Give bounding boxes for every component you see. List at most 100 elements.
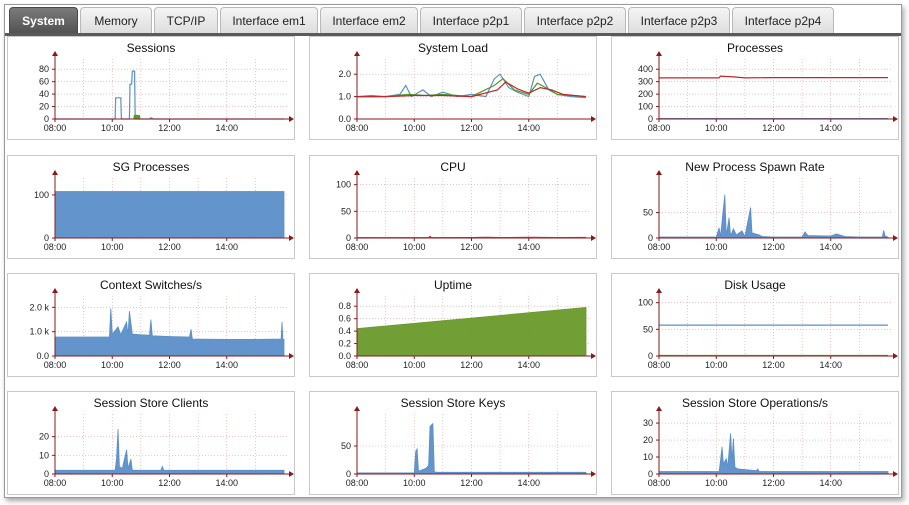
series-area-0 — [54, 308, 285, 357]
x-tick-label: 12:00 — [762, 478, 785, 488]
x-tick-label: 10:00 — [403, 123, 426, 133]
chart-title: Processes — [726, 41, 784, 55]
y-tick-label: 10 — [643, 452, 653, 462]
y-tick-label: 0 — [648, 233, 653, 243]
y-tick-label: 50 — [643, 208, 653, 218]
chart-panel-uptime: Uptime 0.0 0.2 0.4 0.6 0.8 08:00 10:00 12:00 14:0… — [309, 273, 597, 377]
x-tick-label: 10:00 — [705, 242, 728, 252]
series-line-1 — [357, 77, 587, 98]
y-tick-label: 0 — [44, 469, 49, 479]
chart-canvas: 0 50 100 08:00 10:00 12:00 14:00 — [336, 170, 596, 252]
y-tick-label: 50 — [643, 324, 653, 334]
y-tick-label: 400 — [638, 64, 653, 74]
x-tick-label: 14:00 — [215, 123, 238, 133]
y-tick-label: 0.2 — [338, 339, 351, 349]
tab-interface-em1[interactable]: Interface em1 — [220, 7, 318, 33]
y-axis-arrow — [354, 406, 360, 411]
y-tick-label: 100 — [34, 190, 49, 200]
tab-interface-p2p3[interactable]: Interface p2p3 — [628, 7, 730, 33]
y-tick-label: 0.0 — [338, 114, 351, 124]
x-tick-label: 08:00 — [648, 242, 671, 252]
x-tick-label: 12:00 — [762, 123, 785, 133]
y-axis-arrow — [656, 170, 662, 175]
y-tick-label: 100 — [638, 298, 653, 308]
y-axis-arrow — [52, 51, 58, 56]
y-tick-label: 100 — [638, 102, 653, 112]
x-axis-arrow — [591, 471, 596, 477]
x-tick-label: 10:00 — [403, 360, 426, 370]
y-tick-label: 0 — [44, 114, 49, 124]
y-axis-arrow — [354, 288, 360, 293]
x-tick-label: 08:00 — [648, 478, 671, 488]
series-line-2 — [357, 81, 587, 98]
y-tick-label: 0.0 — [36, 351, 49, 361]
x-tick-label: 12:00 — [158, 123, 181, 133]
y-tick-label: 0 — [648, 469, 653, 479]
chart-canvas: 0.0 0.2 0.4 0.6 0.8 08:00 10:00 12:00 14:00 — [338, 288, 596, 370]
x-tick-label: 14:00 — [819, 478, 842, 488]
tab-system[interactable]: System — [9, 7, 78, 33]
series-area-0 — [54, 429, 285, 475]
y-tick-label: 20 — [39, 432, 49, 442]
x-tick-label: 08:00 — [346, 123, 369, 133]
x-tick-label: 12:00 — [158, 242, 181, 252]
y-tick-label: 1.0 k — [29, 327, 49, 337]
chart-title: Uptime — [433, 278, 472, 292]
x-tick-label: 08:00 — [44, 123, 67, 133]
x-tick-label: 10:00 — [101, 123, 124, 133]
x-tick-label: 10:00 — [705, 478, 728, 488]
chart-title: SG Processes — [112, 160, 190, 174]
tab-interface-p2p1[interactable]: Interface p2p1 — [420, 7, 522, 33]
y-tick-label: 1.0 — [338, 92, 351, 102]
x-tick-label: 14:00 — [517, 360, 540, 370]
series-line-0 — [55, 70, 284, 120]
chart-canvas: 0 50 08:00 10:00 12:00 14:00 — [643, 170, 898, 252]
y-axis-arrow — [656, 406, 662, 411]
x-tick-label: 08:00 — [346, 360, 369, 370]
x-tick-label: 10:00 — [101, 360, 124, 370]
x-tick-label: 12:00 — [762, 360, 785, 370]
chart-title: Session Store Operations/s — [681, 396, 829, 410]
y-tick-label: 0.6 — [338, 314, 351, 324]
x-axis-arrow — [893, 116, 898, 122]
x-tick-label: 08:00 — [346, 478, 369, 488]
tab-tcp-ip[interactable]: TCP/IP — [154, 7, 218, 33]
x-tick-label: 08:00 — [44, 478, 67, 488]
chart-panel-session-store-clients: Session Store Clients 0 10 20 08:00 10:00 12:0… — [7, 391, 295, 495]
chart-panel-sessions: Sessions 0 20 40 60 80 08:00 10:00 12:00 14:00 — [7, 36, 295, 140]
chart-canvas: 0 100 08:00 10:00 12:00 14:00 — [34, 170, 294, 252]
y-axis-arrow — [656, 51, 662, 56]
series-area-0 — [658, 194, 889, 239]
tab-memory[interactable]: Memory — [80, 7, 152, 33]
x-tick-label: 08:00 — [44, 360, 67, 370]
tab-bar: System Memory TCP/IP Interface em1 Inter… — [7, 6, 897, 34]
chart-canvas: 0 20 40 60 80 08:00 10:00 12:00 14:00 — [39, 51, 294, 133]
tab-interface-p2p4[interactable]: Interface p2p4 — [732, 7, 834, 33]
y-tick-label: 10 — [39, 450, 49, 460]
series-area-0 — [356, 422, 587, 475]
chart-panel-new-process-spawn-rate: New Process Spawn Rate 0 50 08:00 10:00 12:00… — [611, 155, 899, 259]
tab-interface-em2[interactable]: Interface em2 — [320, 7, 418, 33]
x-tick-label: 12:00 — [762, 242, 785, 252]
y-tick-label: 100 — [336, 180, 351, 190]
x-tick-label: 10:00 — [403, 242, 426, 252]
x-tick-label: 12:00 — [460, 478, 483, 488]
tab-interface-p2p2[interactable]: Interface p2p2 — [524, 7, 626, 33]
chart-panel-system-load: System Load 0.0 1.0 2.0 08:00 10:00 12:00 14:00 — [309, 36, 597, 140]
chart-title: Session Store Clients — [93, 396, 209, 410]
chart-panel-session-store-operations: Session Store Operations/s 0 10 20 30 08:00 10… — [611, 391, 899, 495]
chart-panel-disk-usage: Disk Usage 0 50 100 08:00 10:00 12:00 14:00 — [611, 273, 899, 377]
x-axis-arrow — [893, 471, 898, 477]
chart-panel-cpu: CPU 0 50 100 08:00 10:00 12:00 14:00 — [309, 155, 597, 259]
x-tick-label: 14:00 — [517, 242, 540, 252]
chart-title: CPU — [440, 160, 466, 174]
dashboard-frame: System Memory TCP/IP Interface em1 Inter… — [4, 4, 902, 498]
x-tick-label: 14:00 — [819, 360, 842, 370]
chart-canvas: 0 10 20 08:00 10:00 12:00 14:00 — [39, 406, 294, 488]
y-tick-label: 0 — [648, 351, 653, 361]
chart-canvas: 0.0 1.0 k 2.0 k 08:00 10:00 12:00 14:00 — [29, 288, 294, 370]
y-tick-label: 20 — [39, 102, 49, 112]
x-tick-label: 14:00 — [215, 478, 238, 488]
x-tick-label: 14:00 — [215, 360, 238, 370]
y-tick-label: 200 — [638, 89, 653, 99]
